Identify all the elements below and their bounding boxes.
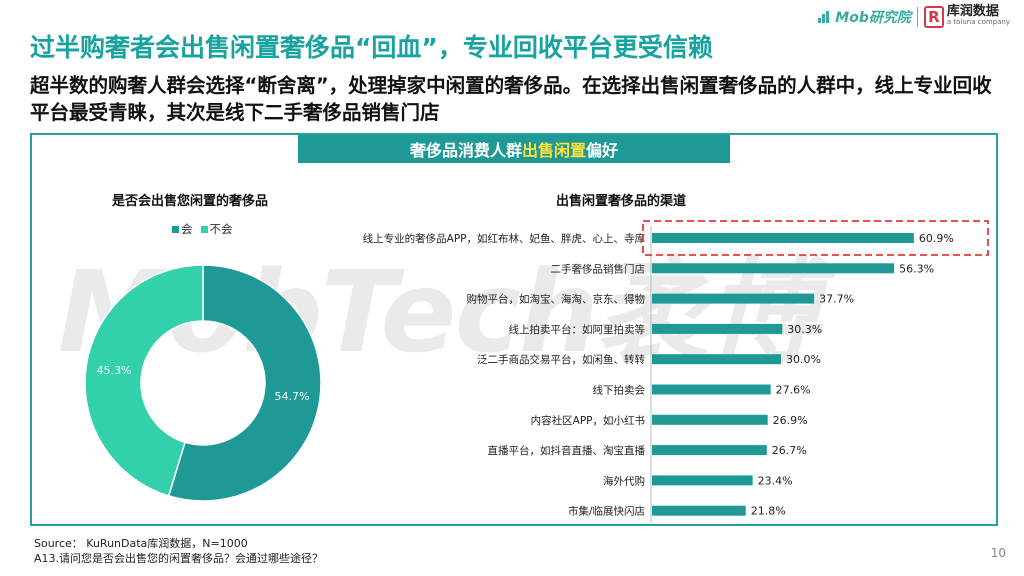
bar-value-label: 26.9% <box>773 414 808 427</box>
mob-logo-icon <box>818 11 832 23</box>
donut-slice <box>167 264 322 502</box>
bar-value-label: 30.0% <box>786 353 821 366</box>
mob-logo: Mob研究院 <box>818 7 911 27</box>
logo-divider <box>916 7 918 27</box>
kurun-logo-text: 库润数据 <box>946 4 999 19</box>
kurun-logo-icon: R <box>923 6 944 28</box>
bar-category-label: 购物平台，如淘宝、海淘、京东、得物 <box>467 293 646 306</box>
bar-category-label: 线上专业的奢侈品APP，如红布林、妃鱼、胖虎、心上、寺库 <box>363 232 645 245</box>
panel-banner: 奢侈品消费人群 出售闲置 偏好 <box>298 135 730 163</box>
bar-category-label: 直播平台，如抖音直播、淘宝直播 <box>488 444 646 457</box>
bar-value-label: 30.3% <box>787 323 822 336</box>
legend-label-yes: 会 <box>181 222 193 236</box>
kurun-logo-subtext: a toluna company <box>946 18 1010 26</box>
bar-value-label: 56.3% <box>899 262 934 275</box>
page-subtitle: 超半数的购奢人群会选择“断舍离”，处理掉家中闲置的奢侈品。在选择出售闲置奢侈品的… <box>30 74 992 124</box>
highlight-box <box>642 220 989 256</box>
bar <box>652 475 753 486</box>
donut-slice-label: 45.3% <box>97 364 132 377</box>
donut-chart-title: 是否会出售您闲置的奢侈品 <box>112 194 269 209</box>
bar-category-label: 线上拍卖平台：如阿里拍卖等 <box>509 323 646 336</box>
bar-value-label: 26.7% <box>772 444 807 457</box>
legend-swatch-yes <box>172 225 179 233</box>
bar <box>652 323 783 334</box>
bar <box>652 505 746 516</box>
bar-value-label: 21.8% <box>751 505 786 518</box>
bar <box>652 384 771 395</box>
source-line: Source： KuRunData库润数据，N=1000 <box>34 537 248 550</box>
banner-highlight: 出售闲置 <box>521 141 586 160</box>
bar <box>652 263 895 274</box>
bar-category-label: 市集/临展快闪店 <box>568 505 645 518</box>
bar-category-label: 泛二手商品交易平台，如闲鱼、转转 <box>477 353 645 366</box>
bar <box>652 293 815 304</box>
page-title: 过半购奢者会出售闲置奢侈品“回血”，专业回收平台更受信赖 <box>30 33 713 62</box>
legend-swatch-no <box>200 225 208 233</box>
chart-panel <box>30 133 998 526</box>
bar-value-label: 27.6% <box>776 384 811 397</box>
bar-category-label: 线下拍卖会 <box>593 384 646 397</box>
donut-slice <box>84 264 204 497</box>
logo-group: Mob研究院 R 库润数据 a toluna company <box>818 4 1010 28</box>
donut-slice-label: 54.7% <box>275 390 310 403</box>
bar <box>652 354 781 365</box>
mob-logo-text: Mob研究院 <box>835 10 911 26</box>
legend-label-no: 不会 <box>209 222 233 236</box>
kurun-logo: R 库润数据 a toluna company <box>923 4 1010 28</box>
source-note: Source： KuRunData库润数据，N=1000 A13.请问您是否会出… <box>34 536 323 566</box>
bar-category-label: 二手奢侈品销售门店 <box>551 262 646 275</box>
banner-text-part2: 偏好 <box>586 141 619 160</box>
bar-value-label: 37.7% <box>819 293 854 306</box>
bar-value-label: 60.9% <box>919 232 954 245</box>
bar <box>652 233 914 243</box>
bar-category-label: 海外代购 <box>603 474 645 487</box>
bar <box>652 445 767 456</box>
bar-value-label: 23.4% <box>758 474 793 487</box>
question-line: A13.请问您是否会出售您的闲置奢侈品？会通过哪些途径？ <box>34 552 324 565</box>
legend-item-yes: 会 <box>172 221 193 237</box>
bar <box>652 414 768 425</box>
bar-chart-title: 出售闲置奢侈品的渠道 <box>556 194 687 209</box>
bar-category-label: 内容社区APP，如小红书 <box>531 414 645 427</box>
donut-legend: 会 不会 <box>172 221 233 237</box>
page-number: 10 <box>990 546 1006 560</box>
legend-item-no: 不会 <box>200 221 233 237</box>
banner-text-part1: 奢侈品消费人群 <box>409 141 522 160</box>
